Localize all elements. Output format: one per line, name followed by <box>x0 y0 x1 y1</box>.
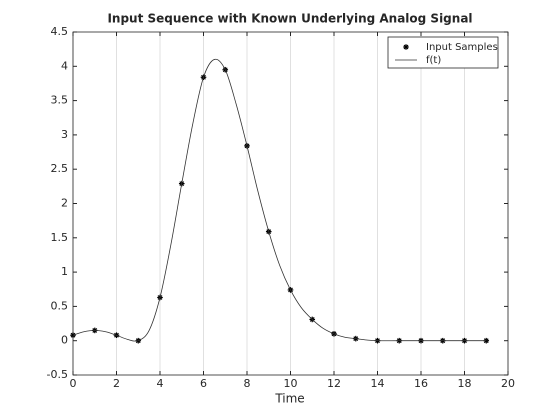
x-tick-label: 6 <box>200 377 207 390</box>
y-tick-label: 4.5 <box>51 25 69 38</box>
x-tick-label: 18 <box>458 377 472 390</box>
y-tick-label: 3.5 <box>51 94 69 107</box>
marker-stroke <box>403 44 409 50</box>
y-tick-label: -0.5 <box>47 368 68 381</box>
legend-label: f(t) <box>426 55 441 66</box>
y-tick-label: 0 <box>61 334 68 347</box>
legend-marker <box>403 44 409 50</box>
x-tick-label: 14 <box>371 377 385 390</box>
y-tick-label: 1 <box>61 265 68 278</box>
y-tick-label: 1.5 <box>51 231 69 244</box>
x-tick-label: 0 <box>70 377 77 390</box>
y-tick-label: 2 <box>61 197 68 210</box>
y-tick-label: 0.5 <box>51 299 69 312</box>
chart-title: Input Sequence with Known Underlying Ana… <box>107 12 472 26</box>
legend-box <box>387 36 499 69</box>
x-tick-label: 8 <box>244 377 251 390</box>
y-tick-label: 2.5 <box>51 162 69 175</box>
legend-label: Input Samples <box>426 42 498 53</box>
x-tick-label: 2 <box>113 377 120 390</box>
x-tick-label: 12 <box>327 377 341 390</box>
x-tick-label: 16 <box>414 377 428 390</box>
x-tick-label: 10 <box>284 377 298 390</box>
signal-line <box>72 58 487 342</box>
x-tick-label: 4 <box>157 377 164 390</box>
x-tick-label: 20 <box>501 377 515 390</box>
y-tick-label: 3 <box>61 128 68 141</box>
y-tick-label: 4 <box>61 59 68 72</box>
x-axis-label: Time <box>274 392 304 406</box>
